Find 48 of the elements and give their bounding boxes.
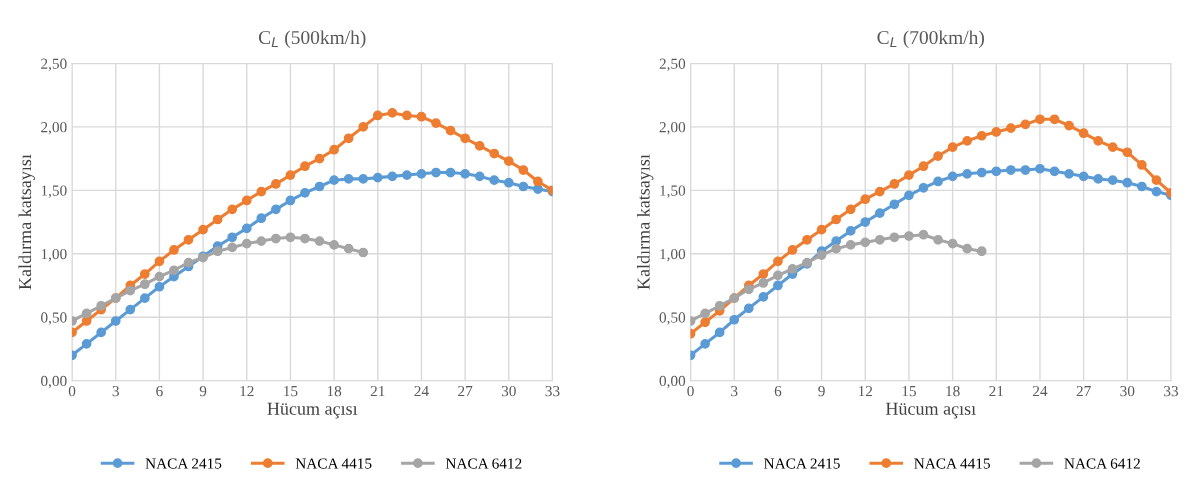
legend-label: NACA 2415 [764, 458, 840, 469]
y-tick-label: 0,50 [41, 312, 67, 325]
x-tick-label: 18 [946, 385, 960, 397]
x-tick-label: 24 [1032, 385, 1048, 397]
y-axis-title: Kaldırma katsayısı [18, 154, 35, 290]
legend-label: NACA 4415 [295, 458, 372, 469]
x-tick-label: 33 [1164, 385, 1179, 397]
x-tick-label: 12 [858, 385, 873, 397]
y-tick-label: 1,00 [660, 248, 686, 262]
x-tick-label: 18 [327, 385, 342, 397]
x-tick-label: 15 [902, 386, 916, 397]
x-tick-label: 30 [501, 385, 516, 397]
y-tick-label: 2,50 [41, 58, 67, 72]
x-tick-label: 27 [1076, 385, 1091, 397]
y-tick-label: 0,00 [659, 375, 686, 389]
x-tick-label: 21 [370, 385, 385, 397]
chart-title: C$_{L}$ (700km/h) [877, 30, 984, 49]
legend-label: NACA 4415 [914, 458, 990, 469]
x-tick-label: 12 [240, 385, 254, 397]
y-tick-label: 2,00 [659, 122, 686, 135]
y-tick-label: 1,50 [660, 185, 686, 198]
x-tick-label: 6 [156, 385, 163, 397]
legend-label: NACA 6412 [445, 458, 522, 469]
y-tick-label: 1,50 [41, 185, 67, 198]
x-tick-label: 3 [112, 385, 119, 397]
legend-label: NACA 2415 [145, 458, 222, 469]
x-tick-label: 9 [199, 385, 207, 397]
y-tick-label: 2,50 [659, 58, 686, 72]
x-tick-label: 27 [458, 385, 473, 397]
chart-title: C$_{L}$ (500km/h) [258, 30, 366, 49]
x-tick-label: 33 [545, 385, 560, 397]
x-tick-label: 3 [731, 385, 738, 397]
y-tick-label: 1,00 [41, 248, 67, 262]
y-tick-label: 2,00 [41, 122, 67, 135]
x-axis-title: Hücum açısı [885, 402, 976, 419]
y-tick-label: 0,50 [659, 312, 686, 325]
x-tick-label: 9 [818, 385, 825, 397]
x-axis-title: Hücum açısı [267, 402, 358, 419]
x-tick-label: 0 [687, 385, 694, 397]
x-tick-label: 15 [284, 386, 298, 397]
legend-label: NACA 6412 [1064, 458, 1140, 469]
x-tick-label: 30 [1120, 385, 1135, 397]
x-tick-label: 0 [68, 385, 76, 397]
y-tick-label: 0,00 [41, 375, 67, 389]
x-tick-label: 24 [414, 385, 429, 397]
x-tick-label: 6 [774, 385, 782, 397]
y-axis-title: Kaldırma katsayısı [637, 154, 654, 290]
x-tick-label: 21 [989, 385, 1004, 397]
